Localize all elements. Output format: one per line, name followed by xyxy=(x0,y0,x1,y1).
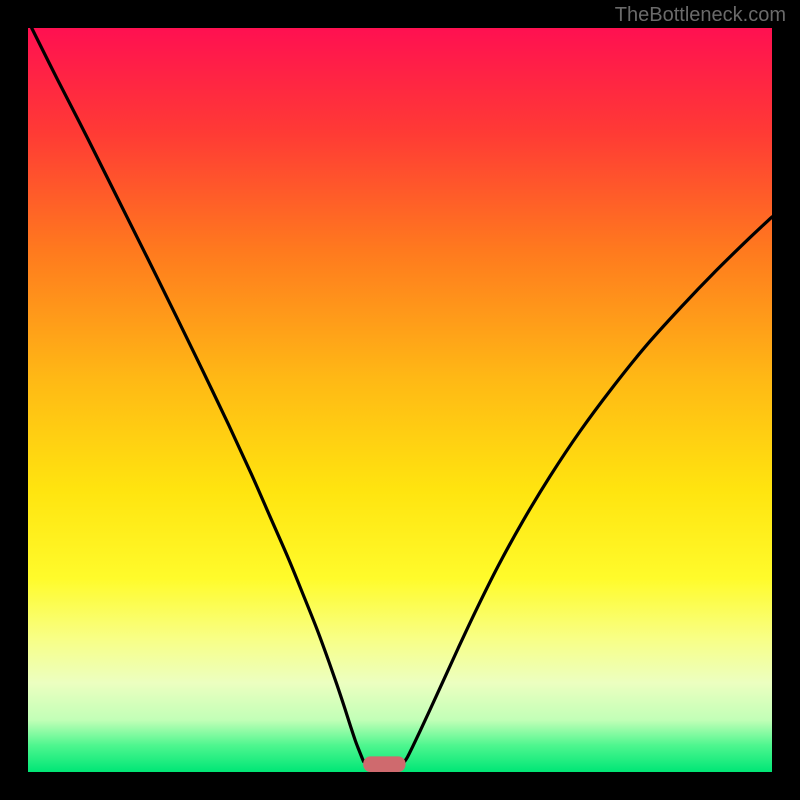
bottom-pill xyxy=(363,756,405,772)
watermark-text: TheBottleneck.com xyxy=(615,4,786,27)
chart-svg xyxy=(0,0,800,800)
figure-root: TheBottleneck.com xyxy=(0,0,800,800)
plot-area xyxy=(0,0,800,800)
gradient-background xyxy=(28,28,772,772)
